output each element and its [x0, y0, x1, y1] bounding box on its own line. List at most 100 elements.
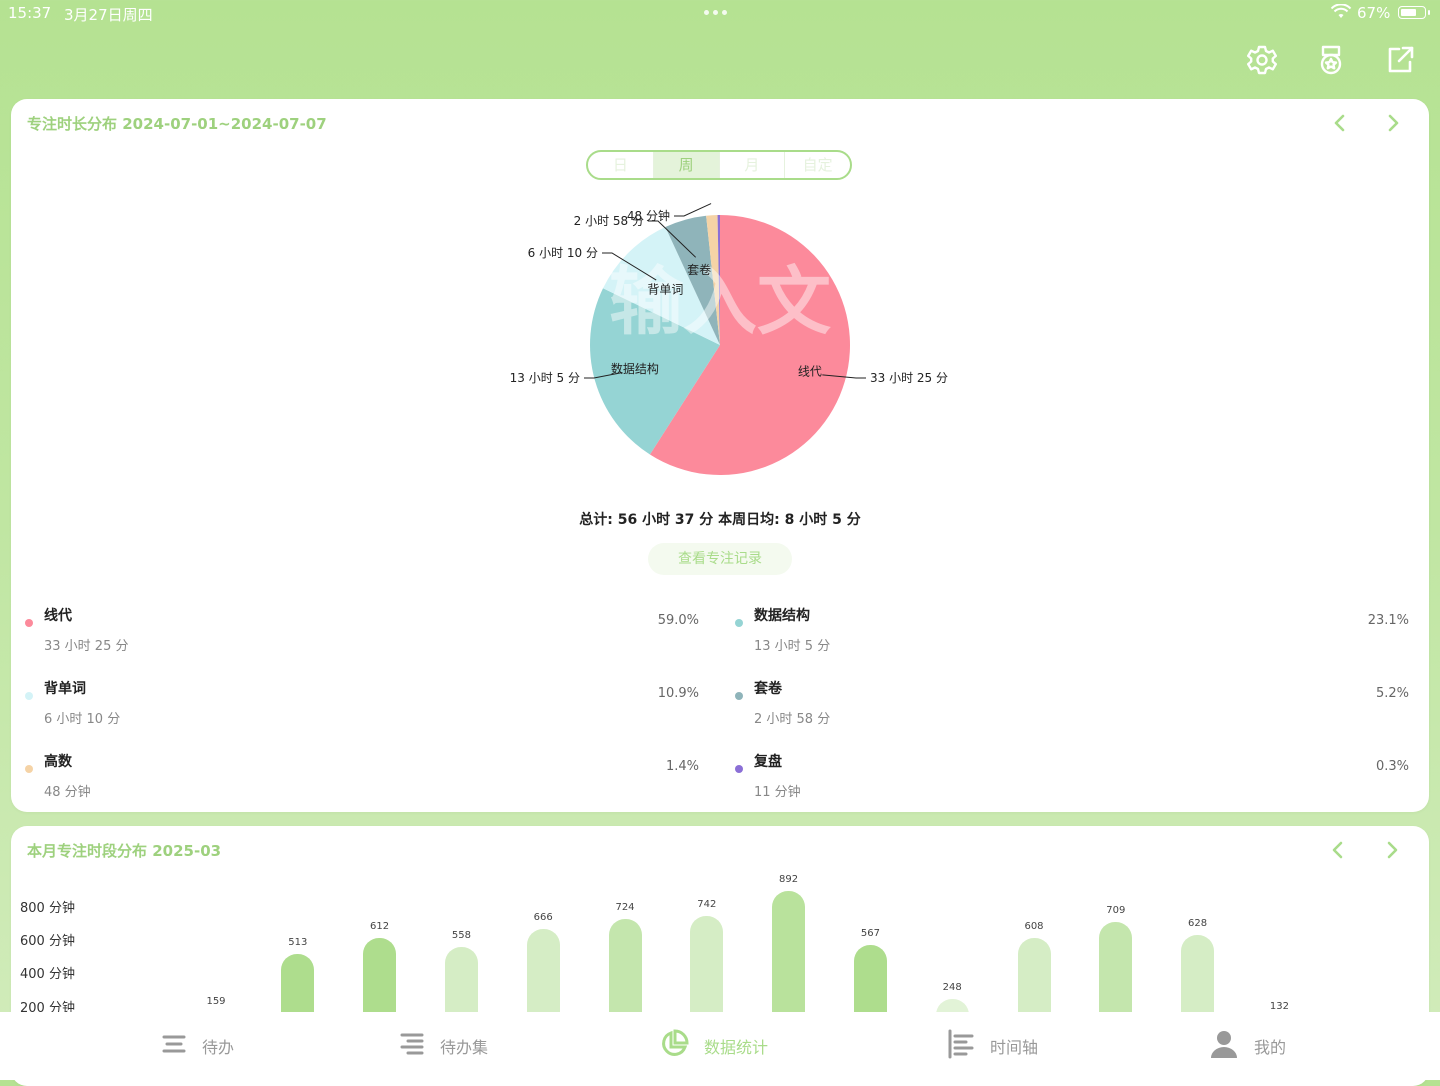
- legend-percent: 0.3%: [1375, 759, 1409, 774]
- pie-duration-label: 2 小时 58 分: [574, 214, 644, 228]
- pie-leader-line: [584, 372, 623, 379]
- bar-value-label: 608: [1024, 921, 1044, 933]
- segment-custom[interactable]: 自定: [802, 156, 833, 174]
- pie-slice[interactable]: [717, 215, 720, 345]
- wifi-icon: [1330, 3, 1352, 24]
- bar-value-label: 248: [942, 981, 962, 993]
- segment-month[interactable]: 月: [720, 152, 786, 178]
- legend-percent: 59.0%: [657, 613, 699, 628]
- legend-dot: [735, 765, 743, 773]
- legend-name: 复盘: [754, 754, 782, 770]
- period-segmented-control: 日 周 月 自定: [586, 150, 852, 180]
- bar-value-label: 742: [697, 899, 717, 911]
- pie-slice-label: 数据结构: [611, 361, 659, 376]
- prev-week-arrow-icon[interactable]: [1328, 111, 1352, 135]
- profile-icon: [1208, 1028, 1240, 1064]
- legend-dot: [25, 619, 33, 627]
- tab-todo-set[interactable]: 待办集: [398, 1012, 488, 1080]
- legend-item[interactable]: 线代 33 小时 25 分 59.0%: [11, 602, 699, 662]
- share-icon[interactable]: [1383, 43, 1417, 77]
- legend-name: 线代: [44, 608, 72, 624]
- bar-value-label: 892: [779, 874, 799, 885]
- timeline-icon: [944, 1028, 976, 1064]
- status-bar: 15:37 3月27日周四 67%: [0, 0, 1440, 28]
- pie-leader-line: [674, 203, 712, 217]
- legend-item[interactable]: 背单词 6 小时 10 分 10.9%: [11, 675, 699, 735]
- next-month-arrow-icon[interactable]: [1380, 838, 1404, 862]
- bar-value-label: 567: [860, 928, 880, 940]
- medal-icon[interactable]: [1314, 43, 1348, 77]
- pie-duration-label: 13 小时 5 分: [510, 371, 580, 385]
- todo-set-icon: [398, 1030, 426, 1062]
- y-tick-label: 600 分钟: [20, 934, 75, 949]
- legend-name: 数据结构: [754, 608, 810, 624]
- legend-name: 背单词: [44, 681, 86, 697]
- tab-profile[interactable]: 我的: [1208, 1012, 1286, 1080]
- legend-name: 套卷: [754, 681, 782, 697]
- legend-item[interactable]: 复盘 11 分钟 0.3%: [721, 748, 1409, 808]
- stats-icon: [658, 1028, 690, 1064]
- bar-value-label: 558: [451, 929, 471, 941]
- segment-day[interactable]: 日: [588, 152, 654, 178]
- legend-name: 高数: [44, 754, 72, 770]
- tab-label: 时间轴: [990, 1038, 1039, 1057]
- battery-icon: [1398, 6, 1430, 19]
- settings-icon[interactable]: [1245, 43, 1279, 77]
- tab-timeline[interactable]: 时间轴: [944, 1012, 1038, 1080]
- legend-item[interactable]: 套卷 2 小时 58 分 5.2%: [721, 675, 1409, 735]
- tab-label: 数据统计: [704, 1038, 769, 1057]
- pie-duration-label: 6 小时 10 分: [528, 246, 598, 260]
- bar-value-label: 628: [1188, 918, 1208, 930]
- bar-value-label: 709: [1106, 904, 1126, 916]
- legend-dot: [25, 765, 33, 773]
- prev-month-arrow-icon[interactable]: [1326, 838, 1350, 862]
- pie-slice[interactable]: [649, 215, 850, 476]
- multitask-dots[interactable]: [704, 10, 727, 15]
- pie-slice[interactable]: [603, 227, 720, 345]
- legend-duration: 2 小时 58 分: [754, 712, 831, 727]
- battery-percent: 67%: [1357, 4, 1391, 22]
- bar-value-label: 724: [615, 902, 635, 914]
- legend-dot: [735, 692, 743, 700]
- status-date: 3月27日周四: [64, 6, 153, 24]
- bar-value-label: 132: [1269, 1000, 1289, 1012]
- bar-value-label: 513: [288, 937, 308, 949]
- legend-duration: 33 小时 25 分: [44, 639, 129, 654]
- tab-label: 待办集: [440, 1038, 489, 1057]
- pie-slice-label: 线代: [798, 364, 822, 378]
- y-tick-label: 800 分钟: [20, 901, 75, 916]
- status-time: 15:37: [8, 4, 52, 22]
- tab-bar: [0, 1012, 1440, 1080]
- pie-leader-line: [648, 220, 697, 258]
- legend-duration: 48 分钟: [44, 785, 91, 800]
- pie-slice[interactable]: [665, 215, 720, 345]
- tab-stats[interactable]: 数据统计: [658, 1012, 768, 1080]
- distribution-title: 专注时长分布 2024-07-01~2024-07-07: [27, 115, 327, 133]
- tab-label: 待办: [202, 1038, 235, 1057]
- pie-slice[interactable]: [589, 288, 720, 455]
- pie-duration-label: 33 小时 25 分: [870, 371, 948, 385]
- segment-week[interactable]: 周: [653, 152, 720, 178]
- monthly-title: 本月专注时段分布 2025-03: [27, 842, 222, 860]
- legend-dot: [735, 619, 743, 627]
- pie-slice-label: 背单词: [647, 282, 683, 296]
- legend-duration: 6 小时 10 分: [44, 712, 121, 727]
- legend-item[interactable]: 数据结构 13 小时 5 分 23.1%: [721, 602, 1409, 662]
- legend-percent: 1.4%: [665, 759, 699, 774]
- bar-value-label: 612: [370, 920, 390, 932]
- legend-percent: 5.2%: [1375, 686, 1409, 701]
- legend-item[interactable]: 高数 48 分钟 1.4%: [11, 748, 699, 808]
- legend-dot: [25, 692, 33, 700]
- tab-todo[interactable]: 待办: [160, 1012, 234, 1080]
- legend-percent: 10.9%: [657, 686, 699, 701]
- todo-icon: [160, 1030, 188, 1062]
- view-records-button[interactable]: 查看专注记录: [648, 543, 792, 575]
- y-tick-label: 400 分钟: [20, 967, 75, 982]
- pie-slice-label: 套卷: [687, 262, 711, 277]
- next-week-arrow-icon[interactable]: [1381, 111, 1405, 135]
- bar-value-label: 159: [206, 996, 226, 1008]
- pie-slice[interactable]: [706, 215, 720, 345]
- bar-value-label: 666: [533, 911, 553, 923]
- legend-percent: 23.1%: [1367, 613, 1409, 628]
